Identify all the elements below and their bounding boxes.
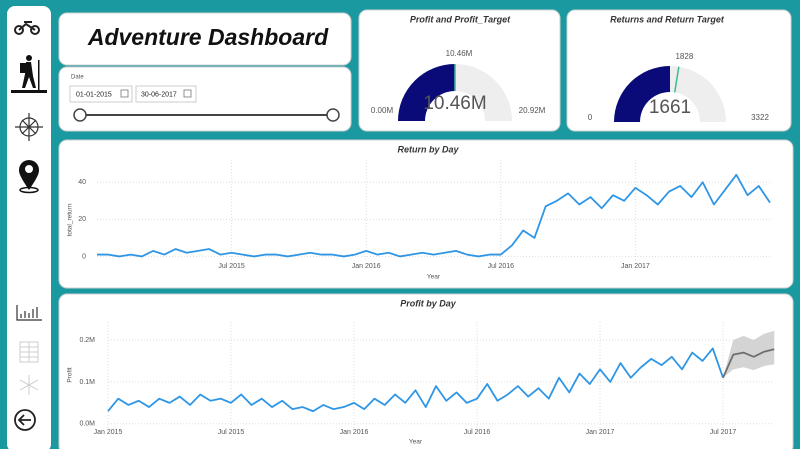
location-icon[interactable] (19, 160, 39, 194)
back-button[interactable] (14, 409, 36, 431)
calendar-icon[interactable] (120, 89, 129, 98)
x-tick-label: Jul 2016 (488, 263, 515, 270)
gauge-value (398, 64, 455, 121)
x-tick-label: Jan 2016 (352, 263, 381, 270)
x-tick-label: Jul 2016 (464, 429, 491, 436)
x-tick-label: Jan 2015 (94, 429, 123, 436)
x-tick-label: Jul 2015 (218, 263, 245, 270)
x-tick-label: Jan 2017 (621, 263, 650, 270)
table-icon[interactable] (19, 341, 39, 363)
line-series (722, 348, 775, 379)
gauge-title: Returns and Return Target (610, 14, 725, 24)
dashboard-title: Adventure Dashboard (87, 24, 329, 50)
gauge-value (614, 66, 670, 122)
line-series (97, 173, 771, 258)
slider-handle[interactable] (73, 108, 87, 122)
y-tick-label: 0.2M (79, 337, 95, 344)
gauge-title: Profit and Profit_Target (410, 14, 511, 24)
x-tick-label: Jan 2016 (340, 429, 369, 436)
start-date: 01-01-2015 (76, 91, 112, 98)
calendar-icon[interactable] (183, 89, 192, 98)
gauge-max-label: 3322 (751, 113, 769, 122)
y-tick-label: 0.1M (79, 379, 95, 386)
sidebar (7, 6, 51, 449)
title-panel (58, 12, 352, 66)
x-tick-label: Jul 2017 (710, 429, 737, 436)
gauge-target-label: 10.46M (446, 49, 473, 58)
network-icon[interactable] (19, 375, 39, 395)
gauge-min-label: 0 (588, 113, 593, 122)
bar-chart-icon[interactable] (16, 305, 42, 321)
y-tick-label: 0.0M (79, 421, 95, 428)
hiker-icon[interactable] (11, 55, 47, 93)
motorbike-icon[interactable] (14, 21, 40, 35)
chart-title: Profit by Day (400, 298, 457, 308)
gauge-target-label: 1828 (675, 52, 693, 61)
gauge-target (673, 66, 680, 93)
chart-panel (58, 139, 794, 289)
line-series (107, 347, 724, 413)
chart-panel (58, 293, 794, 449)
end-date-input[interactable] (135, 85, 197, 103)
y-tick-label: 40 (78, 179, 86, 186)
gauge-min-label: 0.00M (371, 106, 394, 115)
slider-handle[interactable] (326, 108, 340, 122)
start-date-input[interactable] (69, 85, 133, 103)
chart-title: Return by Day (397, 144, 459, 154)
x-tick-label: Jan 2017 (586, 429, 615, 436)
date-label: Date (71, 75, 84, 81)
end-date: 30-06-2017 (141, 91, 177, 98)
gauge-value-label: 10.46M (423, 93, 486, 114)
x-axis-title: Year (427, 274, 441, 281)
compass-icon[interactable] (15, 113, 43, 141)
y-axis-title: total_return (67, 203, 74, 236)
y-tick-label: 20 (78, 216, 86, 223)
x-tick-label: Jul 2015 (218, 429, 245, 436)
gauge-max-label: 20.92M (519, 106, 546, 115)
y-tick-label: 0 (82, 253, 86, 260)
gauge-value-label: 1661 (649, 97, 691, 118)
y-axis-title: Profit (67, 367, 74, 382)
x-axis-title: Year (409, 439, 423, 446)
